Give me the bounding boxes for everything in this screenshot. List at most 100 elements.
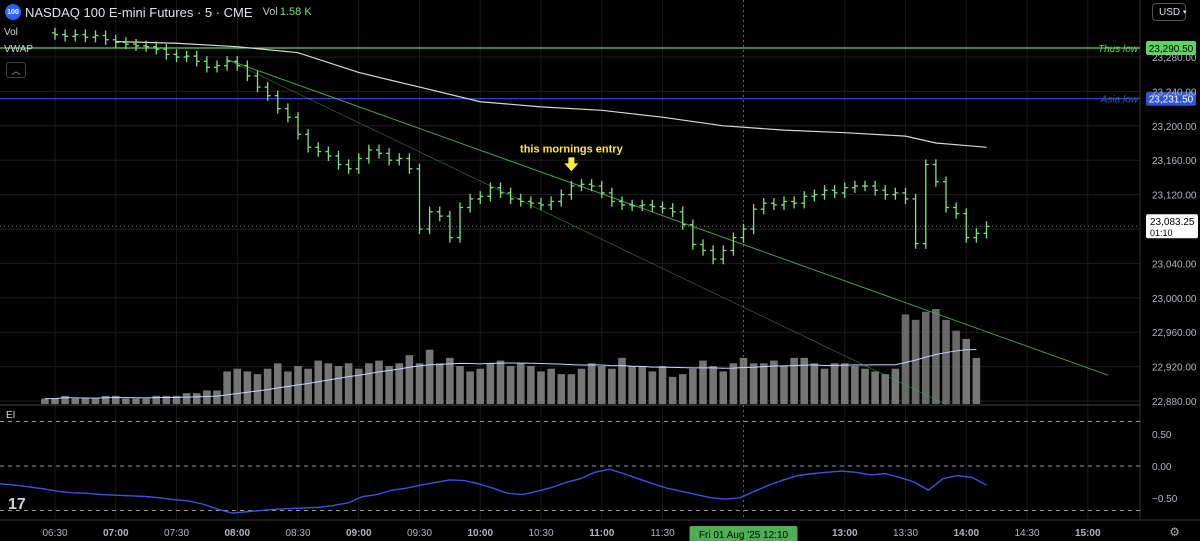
volume-bar: [678, 374, 687, 404]
symbol-logo-icon: 100: [5, 4, 21, 20]
volume-bar: [213, 390, 221, 404]
time-axis-tick-label: 11:30: [650, 528, 675, 539]
volume-bar: [395, 363, 404, 404]
volume-bar: [800, 357, 809, 404]
volume-bar: [820, 368, 829, 404]
volume-bar: [284, 371, 292, 404]
time-axis-tick-label: 10:30: [528, 528, 553, 539]
volume-bar: [932, 309, 940, 404]
volume-bar: [365, 363, 373, 404]
volume-bar: [385, 366, 393, 404]
volume-bar: [415, 363, 424, 404]
volume-bar: [324, 363, 333, 404]
oscillator-axis-tick-label: 0.50: [1152, 430, 1172, 441]
volume-bar: [375, 360, 383, 404]
chart-header: 100 NASDAQ 100 E-mini Futures · 5 · CME …: [0, 0, 312, 24]
price-level-tag: [1146, 40, 1196, 55]
volume-bar: [162, 395, 171, 404]
time-axis-tick-label: 10:00: [467, 528, 493, 539]
volume-bar: [142, 398, 150, 404]
currency-button[interactable]: USD ▾: [1152, 3, 1186, 21]
volume-bar: [516, 363, 525, 404]
symbol-title[interactable]: NASDAQ 100 E-mini Futures · 5 · CME: [25, 4, 253, 20]
time-axis-tick-label: 13:30: [893, 528, 918, 539]
volume-bar: [192, 393, 201, 404]
volume-bar: [273, 363, 282, 404]
volume-bar: [587, 363, 596, 404]
time-axis-tick-label: 09:30: [407, 528, 432, 539]
volume-bar: [486, 363, 495, 404]
volume-bar: [618, 357, 626, 404]
volume-bar: [729, 363, 738, 404]
collapse-legend-icon[interactable]: ︿: [6, 62, 26, 78]
vwap-line: [115, 40, 987, 148]
volume-bar: [699, 360, 707, 404]
volume-bar: [537, 371, 545, 404]
volume-bar: [830, 363, 839, 404]
vwap-indicator-label[interactable]: VWAP: [4, 44, 34, 55]
price-axis-tick-label: 22,920.00: [1152, 363, 1197, 374]
price-level-name: Thus low: [1098, 44, 1139, 55]
volume-bar: [243, 371, 252, 404]
price-axis-tick-label: 23,000.00: [1152, 294, 1197, 305]
time-axis-tick-label: 13:00: [832, 528, 858, 539]
time-axis-tick-label: 07:30: [164, 528, 189, 539]
price-level-tag: [1146, 91, 1196, 106]
volume-bar: [790, 357, 798, 404]
volume-bar: [233, 368, 242, 404]
volume-bar: [496, 360, 505, 404]
price-level-name: Asia low: [1100, 95, 1139, 106]
annotation-arrow-icon: [564, 157, 579, 172]
volume-indicator-label[interactable]: Vol: [4, 27, 18, 38]
time-axis-tick-label: 06:30: [42, 528, 67, 539]
chevron-down-icon: ▾: [1182, 9, 1187, 16]
volume-bar: [51, 398, 59, 404]
volume-bar: [861, 368, 869, 404]
volume-ma-line: [44, 349, 977, 400]
time-axis-tick-label: 15:00: [1075, 528, 1101, 539]
volume-bar: [405, 355, 414, 404]
time-axis-tick-label: 14:00: [953, 528, 979, 539]
volume-bar: [506, 366, 515, 404]
volume-bar: [527, 366, 535, 404]
volume-bar: [658, 366, 667, 404]
volume-bar: [810, 363, 819, 404]
trendline: [226, 59, 1109, 376]
trendline: [226, 59, 947, 405]
time-axis-tick-label: 14:30: [1014, 528, 1039, 539]
oscillator-line: [0, 468, 987, 514]
settings-gear-icon[interactable]: ⚙: [1169, 525, 1180, 539]
volume-bar: [132, 398, 140, 404]
volume-bar: [91, 398, 100, 404]
tradingview-logo-icon: 17: [8, 496, 26, 513]
volume-bar: [203, 390, 211, 404]
volume-bar: [152, 395, 161, 404]
price-axis-tick-label: 23,040.00: [1152, 259, 1197, 270]
volume-bar: [638, 366, 647, 404]
volume-bar: [759, 363, 768, 404]
volume-bar: [547, 368, 555, 404]
crosshair-time-tag: [689, 526, 798, 541]
crosshair-time-label: Fri 01 Aug '25 12:10: [699, 530, 789, 541]
volume-value: 1.58 K: [279, 6, 312, 18]
price-axis-tick-label: 23,240.00: [1152, 87, 1197, 98]
volume-bar: [891, 368, 900, 404]
volume-bar: [81, 398, 90, 404]
indicator-ei-label[interactable]: EI: [6, 410, 16, 421]
price-axis-tick-label: 23,200.00: [1152, 122, 1197, 133]
price-axis-tick-label: 23,280.00: [1152, 53, 1197, 64]
volume-bar: [71, 398, 80, 404]
volume-bar: [962, 338, 971, 404]
volume-bar: [780, 366, 788, 404]
time-axis-tick-label: 08:00: [224, 528, 250, 539]
volume-bar: [263, 368, 272, 404]
volume-bar: [354, 368, 363, 404]
price-level-value: 23,231.50: [1149, 95, 1194, 106]
volume-bar: [435, 363, 444, 404]
volume-bar: [628, 366, 636, 404]
oscillator-axis-tick-label: −0.50: [1152, 494, 1178, 505]
volume-bar: [851, 366, 859, 404]
